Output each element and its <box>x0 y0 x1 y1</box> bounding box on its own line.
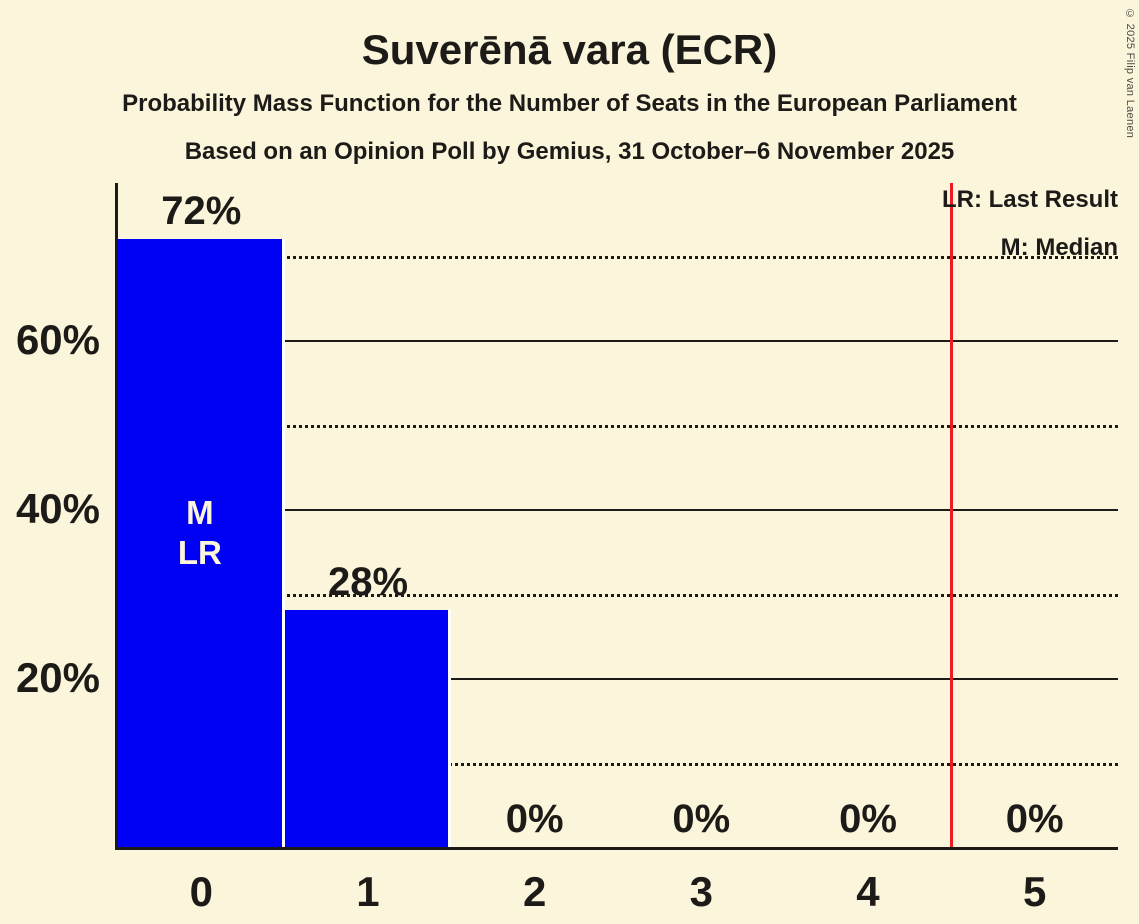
bar-value-label-seat-0: 72% <box>161 188 242 233</box>
y-tick-label-60%: 60% <box>15 316 100 363</box>
annotation-line-lr: LR <box>177 533 222 571</box>
chart-source-line: Based on an Opinion Poll by Gemius, 31 O… <box>184 138 955 165</box>
chart-subtitle: Probability Mass Function for the Number… <box>122 90 1017 117</box>
plot-area: 72% 0 28% 1 0% 2 0% 3 0% 4 0% 5 20% 40% 60% M LR <box>16 183 1118 913</box>
bar-value-label-seat-2: 0% <box>505 797 564 841</box>
bar-seat-1 <box>284 610 452 847</box>
bar-value-label-seat-4: 0% <box>839 797 897 841</box>
annotation-line-m: M <box>186 493 214 531</box>
median-lr-annotation: M LR <box>118 493 282 573</box>
gridline-dotted-10pct <box>118 762 1118 766</box>
x-tick-label-5: 5 <box>1022 868 1047 915</box>
legend-last-result: LR: Last Result <box>941 186 1118 213</box>
x-tick-label-2: 2 <box>522 868 547 915</box>
bar-value-label-seat-1: 28% <box>327 560 409 605</box>
x-tick-label-3: 3 <box>689 868 713 915</box>
gridline-solid-40pct <box>118 509 1118 511</box>
bar-seat-0 <box>118 238 285 847</box>
x-tick-label-4: 4 <box>856 868 880 915</box>
chart-title: Suverēnā vara (ECR) <box>361 26 778 73</box>
gridline-dotted-70pct <box>118 255 1118 259</box>
last-result-line <box>949 183 953 847</box>
y-tick-label-40%: 40% <box>15 485 100 532</box>
x-tick-label-1: 1 <box>356 868 380 915</box>
y-tick-label-20%: 20% <box>15 654 100 701</box>
bar-value-label-seat-3: 0% <box>672 797 731 841</box>
gridline-solid-20pct <box>118 678 1118 680</box>
x-tick-label-0: 0 <box>189 868 213 915</box>
gridline-dotted-30pct <box>118 593 1118 597</box>
bar-value-label-seat-5: 0% <box>1005 797 1064 841</box>
copyright-text: © 2025 Filip van Laenen <box>1124 8 1136 139</box>
legend-median: M: Median <box>1000 234 1118 261</box>
gridline-solid-60pct <box>118 340 1118 342</box>
gridline-dotted-50pct <box>118 424 1118 428</box>
